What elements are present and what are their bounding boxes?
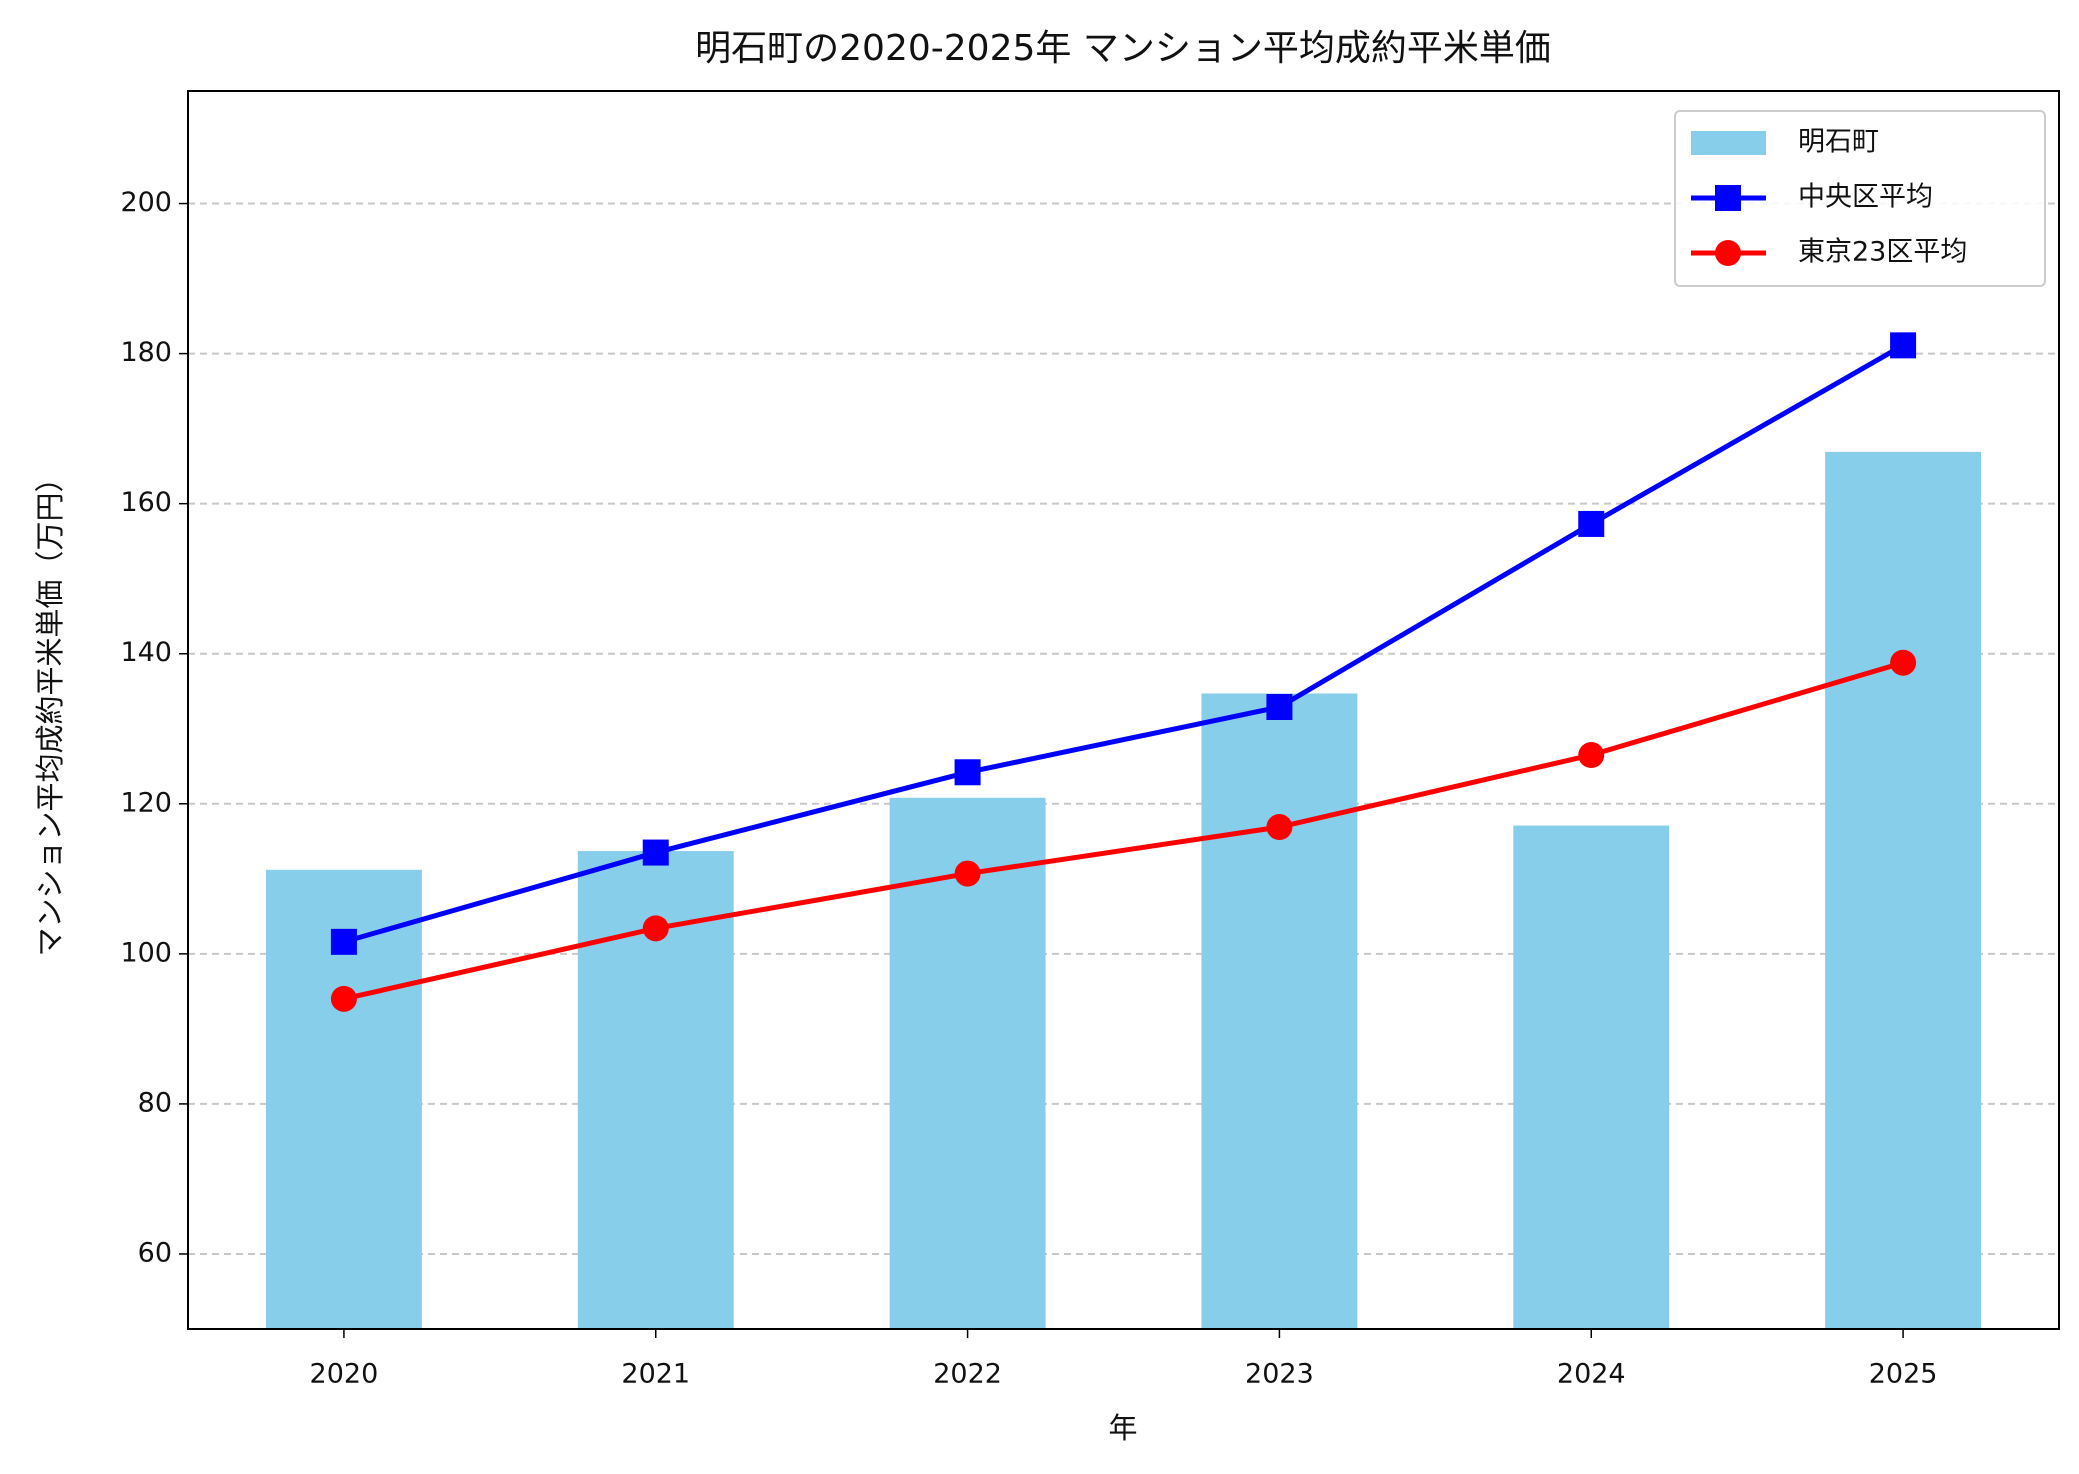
x-tick-label: 2020 <box>310 1359 379 1390</box>
marker <box>1578 742 1605 769</box>
legend-label: 中央区平均 <box>1798 182 1933 213</box>
legend-label: 東京23区平均 <box>1798 237 1967 268</box>
legend-marker <box>1715 185 1741 211</box>
y-tick-label: 120 <box>120 787 172 818</box>
legend-box <box>1674 110 2046 287</box>
y-tick-label: 180 <box>120 337 172 368</box>
legend-label: 明石町 <box>1798 127 1879 158</box>
y-tick-label: 140 <box>120 637 172 668</box>
marker <box>642 915 669 942</box>
marker <box>1890 332 1917 359</box>
chart-title: 明石町の2020-2025年 マンション平均成約平米単価 <box>695 28 1551 69</box>
y-tick-label: 100 <box>120 937 172 968</box>
x-tick-label: 2024 <box>1557 1359 1626 1390</box>
marker <box>1890 649 1917 676</box>
y-tick-label: 200 <box>120 187 172 218</box>
legend-swatch <box>1691 131 1766 155</box>
marker <box>1266 814 1293 841</box>
y-tick-label: 80 <box>138 1087 172 1118</box>
x-axis-label: 年 <box>1108 1411 1137 1445</box>
marker <box>330 985 357 1012</box>
marker <box>954 759 981 786</box>
plot-frame <box>187 90 2060 1330</box>
marker <box>1266 693 1293 720</box>
bar <box>1201 693 1358 1329</box>
marker <box>954 860 981 887</box>
y-axis-label: マンション平均成約平米単価（万円） <box>33 463 67 956</box>
line <box>343 343 1905 945</box>
line <box>343 660 1904 1002</box>
x-tick-label: 2022 <box>933 1359 1002 1390</box>
bar <box>1825 451 1982 1329</box>
legend-marker <box>1715 240 1741 266</box>
marker <box>642 839 669 866</box>
y-tick-label: 60 <box>138 1237 172 1268</box>
x-tick-label: 2023 <box>1245 1359 1314 1390</box>
marker <box>330 928 357 955</box>
marker <box>1578 510 1605 537</box>
x-tick-label: 2025 <box>1869 1359 1938 1390</box>
y-tick-label: 160 <box>120 487 172 518</box>
x-tick-label: 2021 <box>621 1359 690 1390</box>
bar <box>1513 825 1670 1329</box>
